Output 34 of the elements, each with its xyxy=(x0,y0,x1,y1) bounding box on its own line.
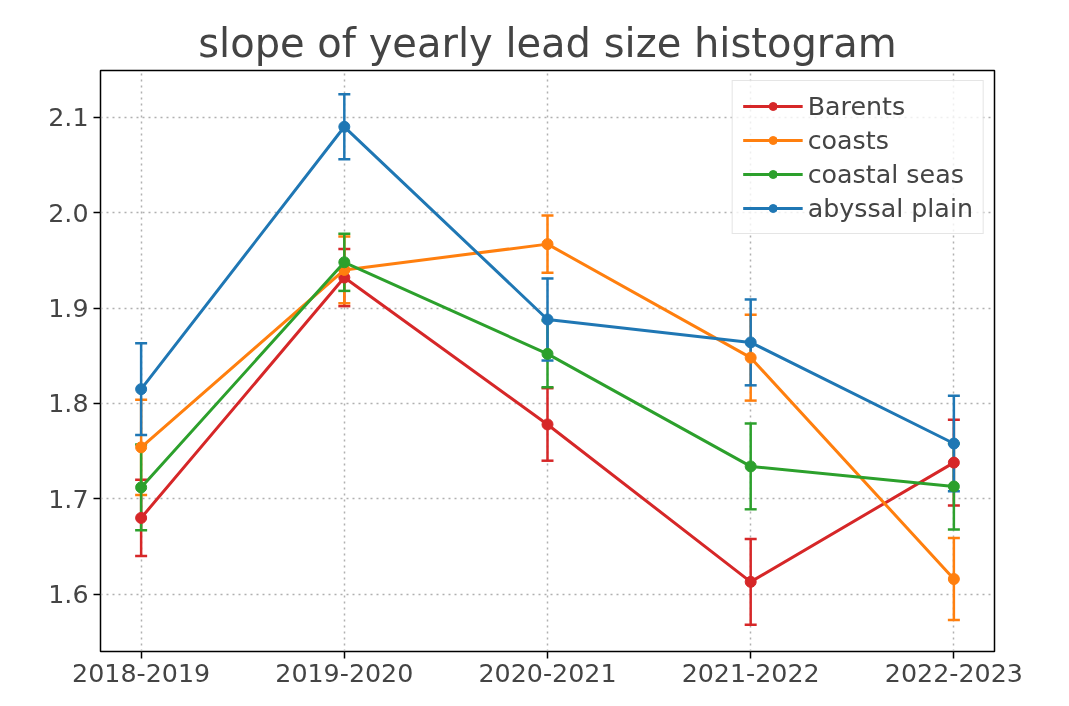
y-tick-label: 1.7 xyxy=(48,483,89,514)
x-tick-label: 2018-2019 xyxy=(72,657,211,688)
y-tick-label: 2.1 xyxy=(48,102,89,133)
y-tick-label: 1.8 xyxy=(48,388,89,419)
point xyxy=(135,481,148,494)
point xyxy=(744,460,757,473)
point xyxy=(541,418,554,431)
point xyxy=(947,456,960,469)
point xyxy=(947,480,960,493)
point xyxy=(338,256,351,269)
legend-label: coasts xyxy=(807,125,889,155)
y-tick-label: 2.0 xyxy=(48,197,89,228)
point xyxy=(135,511,148,524)
point xyxy=(338,120,351,133)
legend-label: abyssal plain xyxy=(807,193,973,223)
point xyxy=(947,437,960,450)
legend-label: Barents xyxy=(807,91,906,121)
point xyxy=(947,573,960,585)
x-tick-label: 2019-2020 xyxy=(275,657,414,688)
point xyxy=(541,347,554,360)
x-tick-label: 2020-2021 xyxy=(478,657,617,688)
point xyxy=(541,313,554,326)
point xyxy=(744,351,757,364)
point xyxy=(135,441,148,454)
legend-label: coastal seas xyxy=(807,159,964,189)
chart-title: slope of yearly lead size histogram xyxy=(198,19,897,66)
y-tick-label: 1.9 xyxy=(48,293,89,324)
point xyxy=(541,238,554,251)
point xyxy=(744,336,757,349)
point xyxy=(135,383,148,396)
x-tick-label: 2022-2023 xyxy=(884,657,1023,688)
x-tick-label: 2021-2022 xyxy=(681,657,820,688)
y-tick-label: 1.6 xyxy=(48,579,89,610)
point xyxy=(744,575,757,588)
